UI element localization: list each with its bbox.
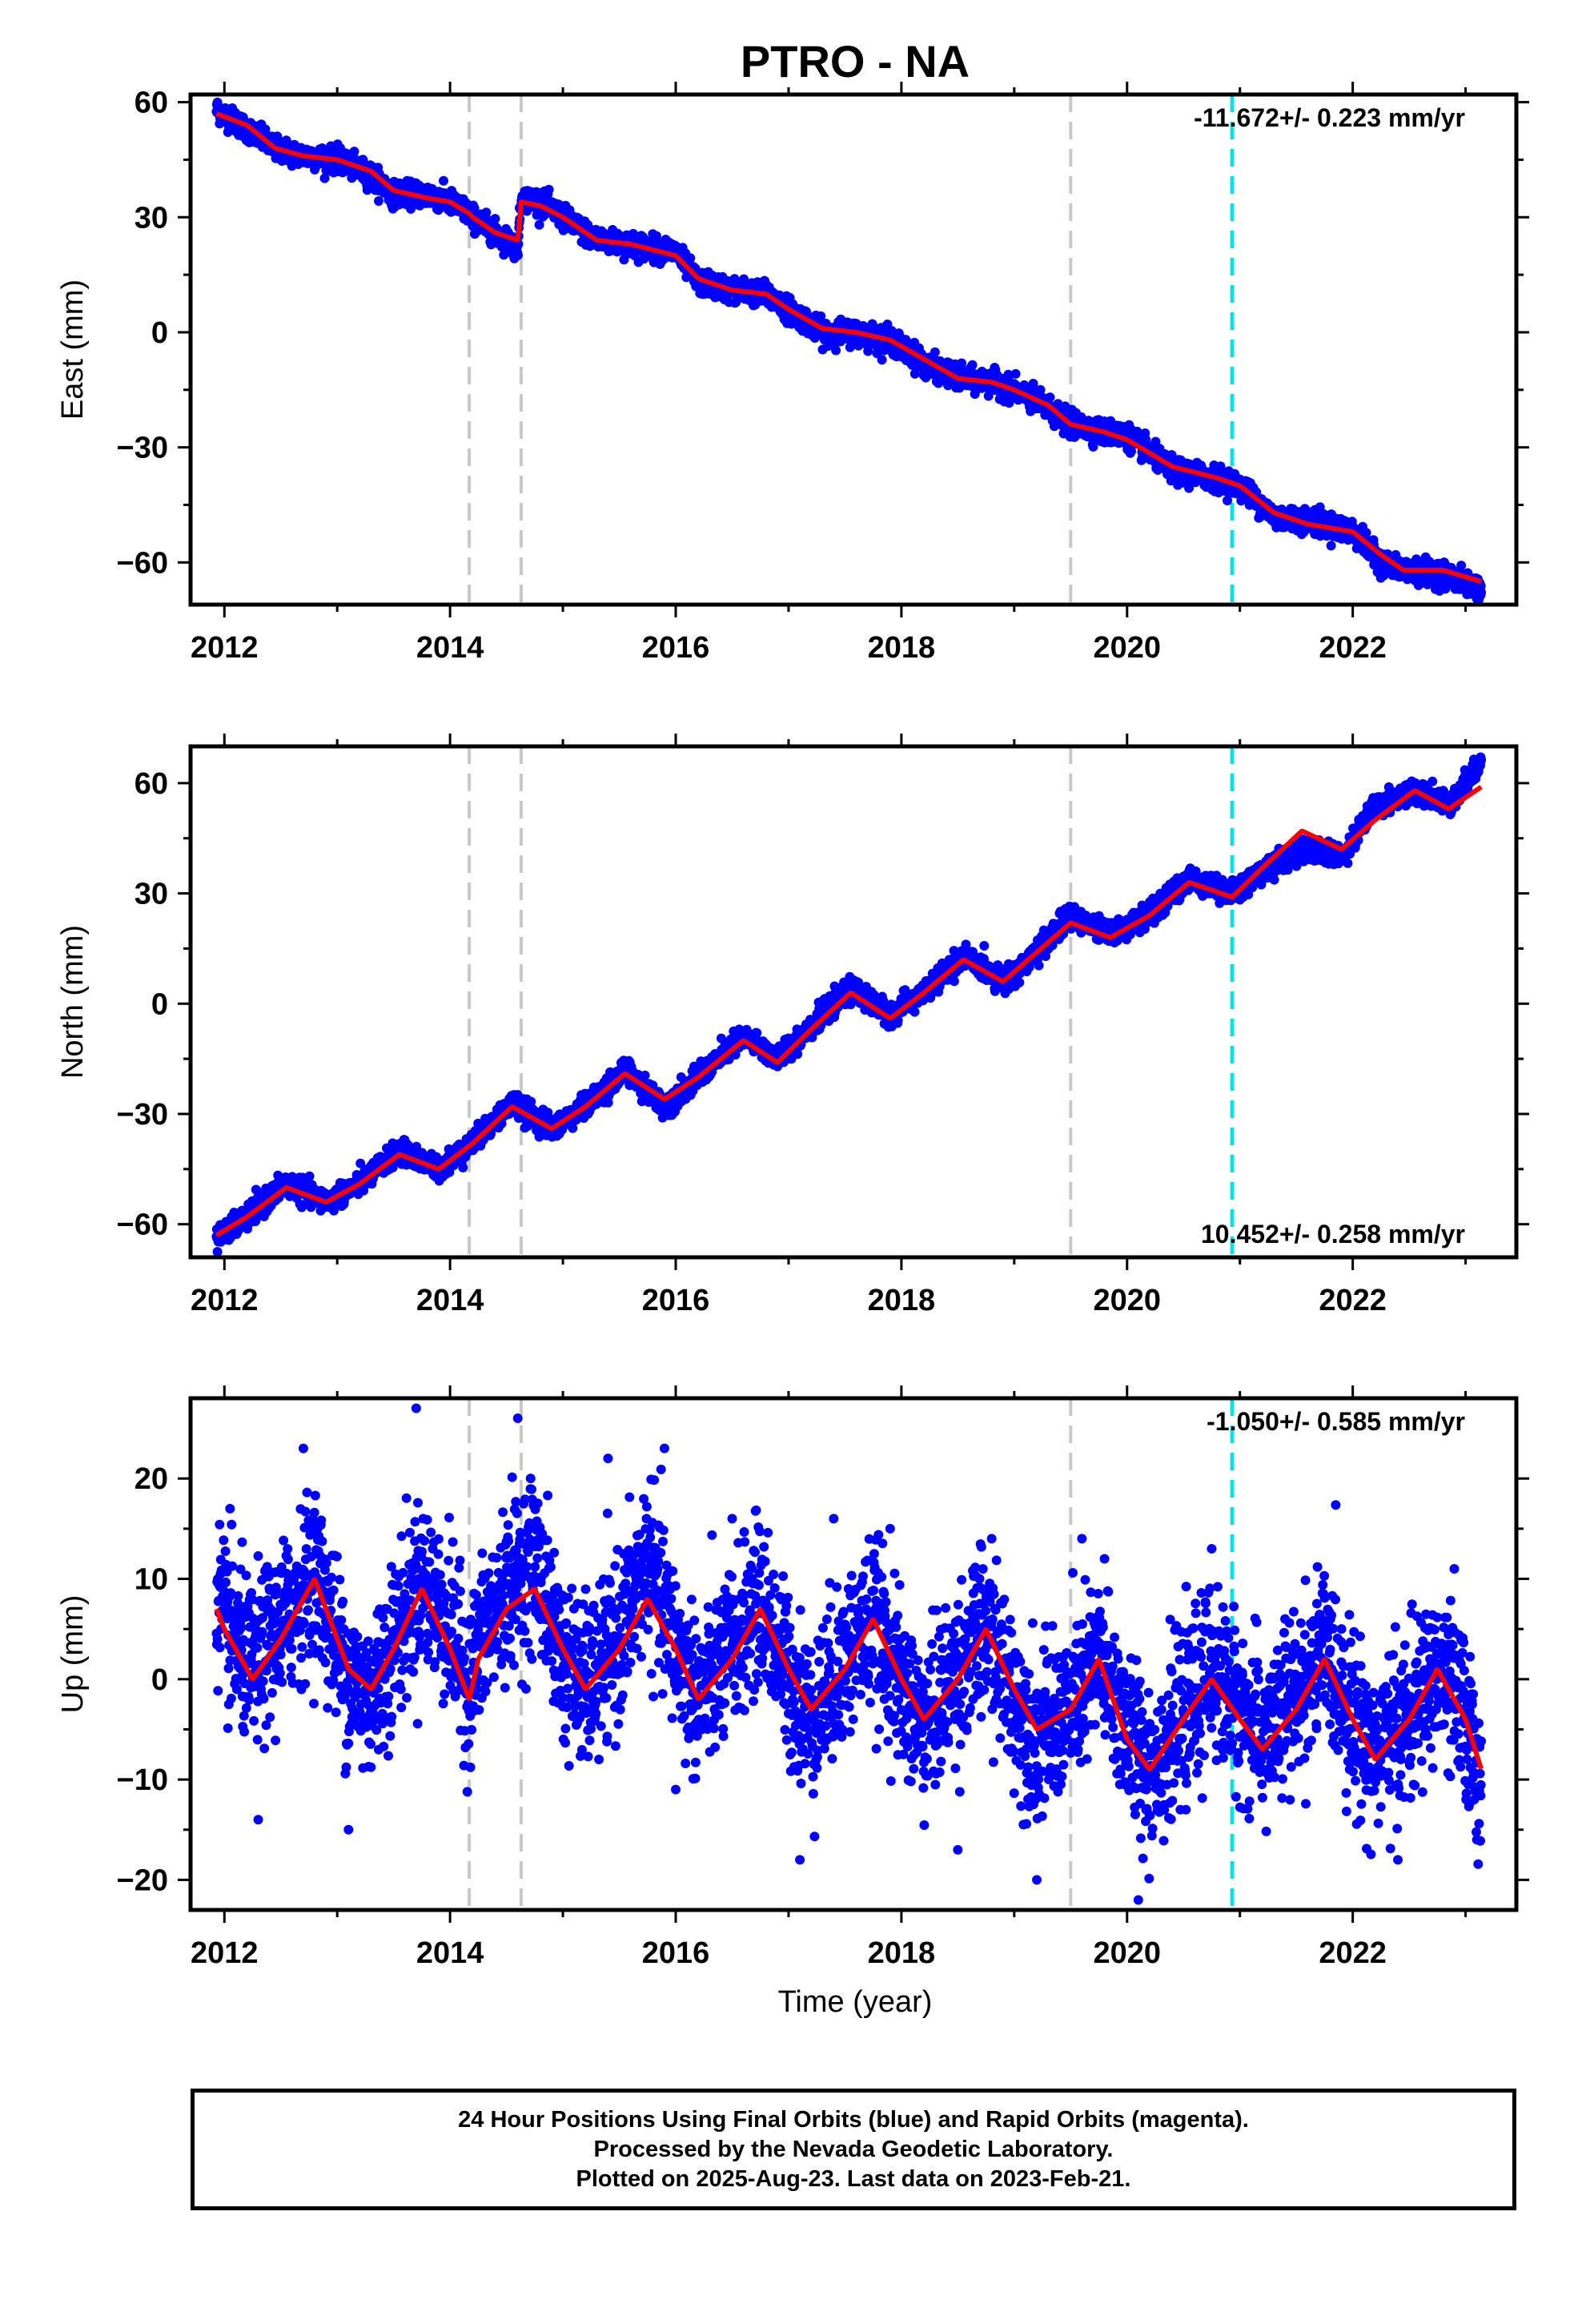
position-point — [544, 184, 554, 195]
position-point — [1456, 561, 1467, 571]
position-point — [831, 345, 841, 356]
position-point — [1045, 392, 1055, 403]
position-point — [251, 1216, 261, 1225]
panel-north: 2012 2014 2016 2018 2020 202260300−30−60North… — [56, 734, 1529, 1317]
chart-title: PTRO - NA — [741, 36, 970, 86]
position-point — [619, 255, 629, 265]
x-tick-label: 2014 — [416, 631, 484, 665]
position-point — [909, 368, 920, 379]
position-point — [685, 253, 696, 263]
daily-positions-north — [211, 752, 1487, 1257]
rate-text-east: -11.672+/- 0.223 mm/yr — [1194, 103, 1465, 132]
position-point — [930, 347, 940, 357]
y-axis-label-east: East (mm) — [56, 279, 90, 420]
plot-area-north — [211, 746, 1487, 1257]
y-tick-label: 30 — [135, 201, 168, 235]
y-tick-label: 60 — [135, 86, 168, 120]
x-tick-label: 2016 — [642, 631, 710, 665]
position-point — [1326, 541, 1336, 551]
x-tick-label: 2022 — [1319, 631, 1387, 665]
position-point — [1010, 368, 1021, 379]
position-point — [439, 175, 448, 186]
position-point — [1476, 587, 1487, 597]
plot-area-east — [211, 94, 1487, 605]
y-tick-label: 0 — [151, 316, 168, 350]
position-point — [816, 311, 826, 321]
x-tick-label: 2012 — [191, 631, 259, 665]
position-point — [349, 147, 359, 157]
position-point — [877, 355, 887, 365]
position-point — [260, 124, 271, 135]
x-tick-label: 2018 — [868, 631, 936, 665]
x-tick-label: 2020 — [1093, 631, 1161, 665]
y-tick-label: −60 — [117, 546, 168, 580]
position-point — [374, 196, 383, 206]
position-point — [458, 1163, 468, 1172]
position-point — [319, 173, 330, 183]
position-point — [534, 219, 544, 230]
panel-east: 2012 2014 2016 2018 2020 2022 60 30 0 −30 −60 East … — [56, 82, 1529, 665]
position-point — [967, 360, 978, 370]
position-point — [513, 250, 523, 260]
y-tick-label: −30 — [117, 432, 168, 465]
daily-positions-east — [211, 97, 1487, 605]
position-point — [490, 214, 500, 224]
position-point — [304, 1171, 315, 1181]
position-point — [212, 1247, 223, 1257]
